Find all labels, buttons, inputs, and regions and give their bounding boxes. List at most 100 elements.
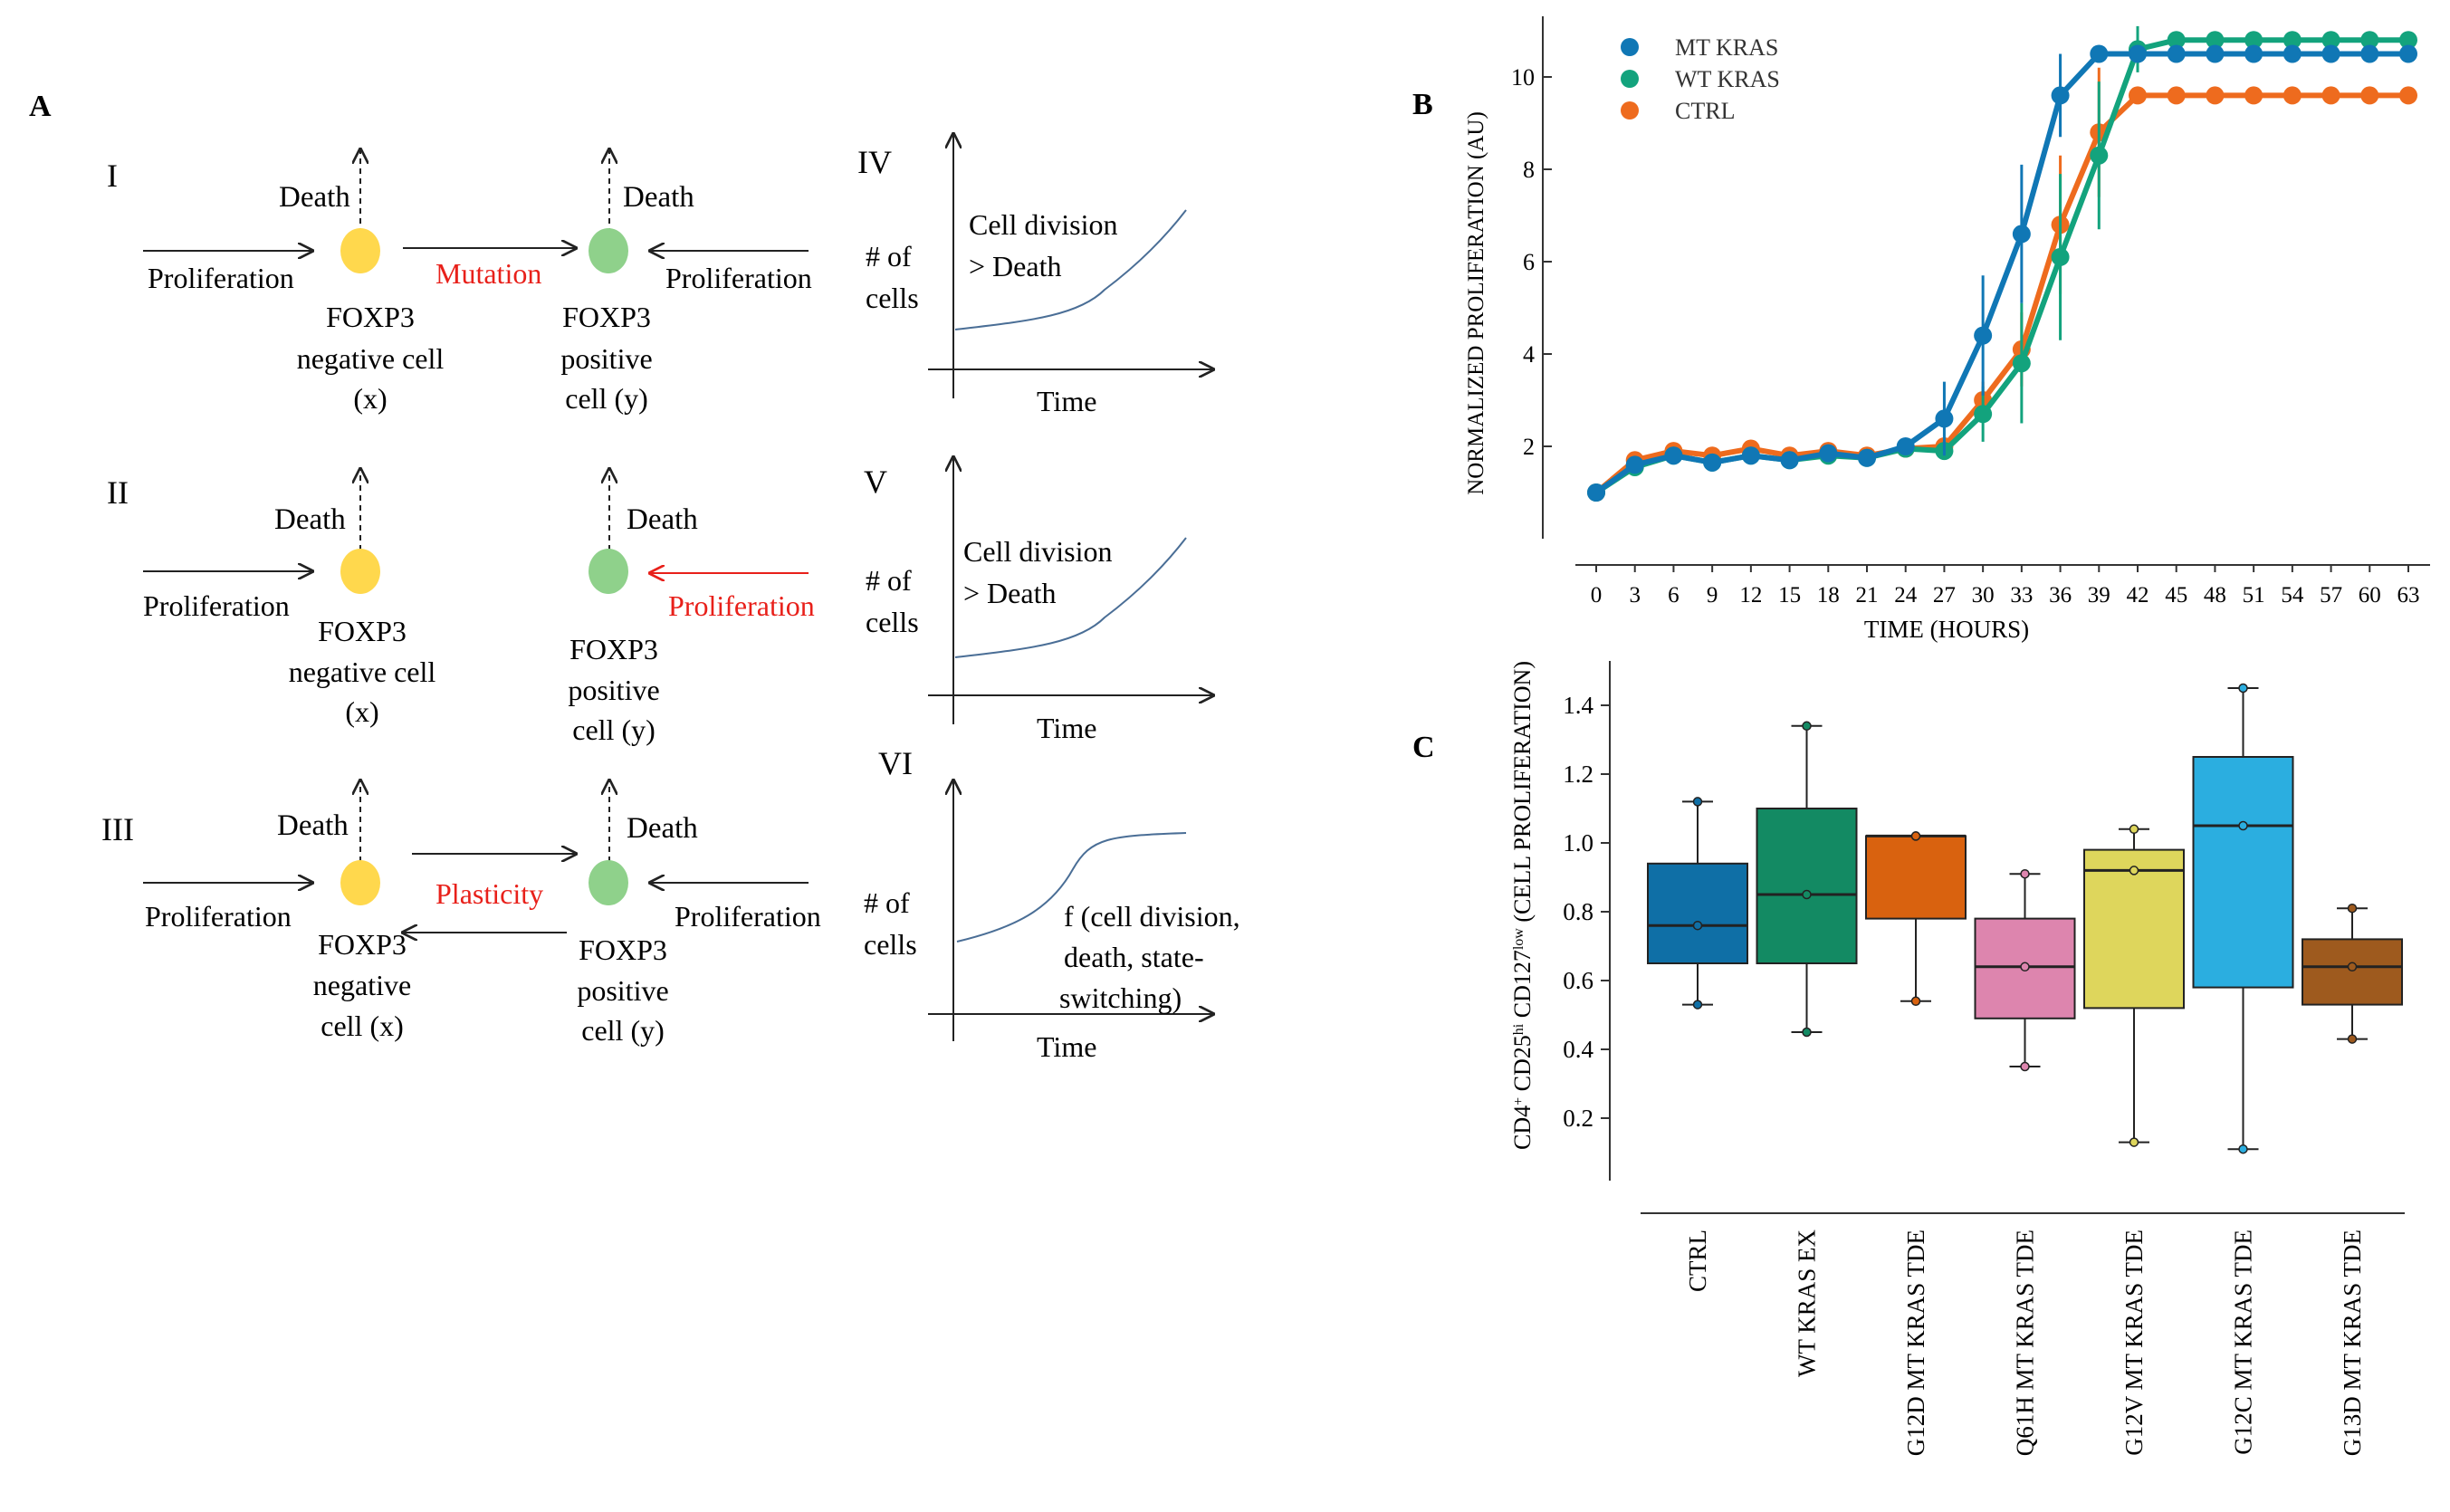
- data-point: [2399, 44, 2417, 63]
- box-marker: [2020, 868, 2030, 879]
- data-point: [2283, 86, 2302, 105]
- line-chart-xtick-label: 0: [1591, 583, 1603, 608]
- curve-vi-line: [956, 832, 1187, 943]
- curve-iv-ylabel-line2: cells: [866, 282, 919, 314]
- pos-label-1-line2: positive: [560, 342, 652, 375]
- data-point: [2399, 86, 2417, 105]
- box-marker: [1910, 996, 1921, 1007]
- box-category-label: G12D MT KRAS TDE: [1902, 1230, 1929, 1456]
- box-marker: [2347, 903, 2358, 914]
- data-point: [1664, 446, 1683, 465]
- curve-iv-note-line1: Cell division: [969, 208, 1117, 241]
- diagram-row-3: III Death Death Proliferation Plasticity…: [101, 780, 821, 1047]
- box-marker: [2238, 1144, 2248, 1154]
- growth-curve-vi: VI # of cells Time f (cell division, dea…: [864, 745, 1240, 1063]
- foxp3-positive-cell-1: [589, 228, 628, 273]
- neg-label-3-line2: negative: [313, 969, 411, 1001]
- legend-label: CTRL: [1675, 98, 1735, 124]
- box-category-label: Q61H MT KRAS TDE: [2012, 1230, 2039, 1456]
- data-point: [2399, 31, 2417, 50]
- line-chart-ytick-label: 2: [1523, 434, 1535, 460]
- neg-label-3-line3: cell (x): [321, 1010, 404, 1042]
- line-chart-xtick-label: 27: [1933, 583, 1956, 608]
- line-chart-xtick-label: 39: [2088, 583, 2110, 608]
- line-chart-xtick-label: 18: [1817, 583, 1840, 608]
- diagram-row-2: II Death Death Proliferation Proliferati…: [107, 469, 815, 746]
- box-chart-ytick-label: 1.4: [1563, 692, 1593, 719]
- curve-iv-ylabel-line1: # of: [866, 240, 912, 273]
- death-label-left-3: Death: [277, 809, 349, 842]
- box-chart-ylabel: CD4+ CD25hi CD127low (CELL PROLIFERATION…: [1509, 661, 1536, 1150]
- roman-label-4: IV: [857, 144, 892, 180]
- curve-v-note-line1: Cell division: [963, 535, 1112, 568]
- data-point: [1974, 405, 1993, 424]
- data-point: [2283, 31, 2302, 50]
- line-chart-xtick-label: 45: [2165, 583, 2187, 608]
- line-chart-xlabel: TIME (HOURS): [1864, 616, 2029, 643]
- line-chart-xtick-label: 33: [2010, 583, 2033, 608]
- curve-vi-ylabel-line2: cells: [864, 928, 917, 961]
- data-point: [1587, 483, 1605, 502]
- data-point: [1819, 444, 1838, 463]
- line-chart-xtick-label: 51: [2243, 583, 2265, 608]
- curve-v-ylabel-line1: # of: [866, 564, 912, 597]
- pos-label-3-line2: positive: [577, 974, 668, 1007]
- box-marker: [2238, 820, 2248, 831]
- line-chart-ylabel: NORMALIZED PROLIFERATION (AU): [1464, 111, 1488, 495]
- foxp3-negative-cell-1: [340, 228, 380, 273]
- line-chart-xtick-label: 3: [1629, 583, 1641, 608]
- box-ctrl: [1647, 797, 1748, 1010]
- box-iqr: [1865, 835, 1967, 920]
- pos-label-2-line1: FOXP3: [569, 633, 658, 665]
- box-category-label: WT KRAS EX: [1794, 1230, 1821, 1378]
- line-chart-xtick-label: 24: [1894, 583, 1918, 608]
- foxp3-negative-cell-2: [340, 549, 380, 594]
- data-point: [2360, 86, 2379, 105]
- curve-v-line: [954, 537, 1187, 658]
- curve-vi-note-line1: f (cell division,: [1064, 900, 1240, 933]
- series-line: [1594, 51, 2408, 495]
- neg-label-1-line3: (x): [353, 382, 387, 415]
- curve-v-note-line2: > Death: [963, 577, 1056, 609]
- plasticity-label: Plasticity: [435, 877, 543, 910]
- box-chart-ytick-label: 0.4: [1563, 1036, 1593, 1063]
- proliferation-label-right-1: Proliferation: [665, 262, 812, 294]
- data-point: [1858, 448, 1876, 467]
- line-chart-ytick-label: 6: [1523, 249, 1535, 275]
- neg-label-1-line2: negative cell: [297, 342, 445, 375]
- curve-vi-note-line2: death, state-: [1064, 941, 1204, 973]
- foxp3-positive-cell-3: [589, 860, 628, 905]
- diagram-row-1: I Death Death Proliferation Mutation Pro…: [107, 149, 812, 415]
- death-label-left-1: Death: [279, 181, 350, 214]
- foxp3-positive-cell-2: [589, 549, 628, 594]
- line-chart-xtick-label: 12: [1739, 583, 1762, 608]
- data-point: [1625, 455, 1644, 474]
- box-marker: [2129, 866, 2139, 876]
- proliferation-label-left-1: Proliferation: [148, 262, 294, 294]
- line-chart-xtick-label: 15: [1778, 583, 1801, 608]
- data-point: [2012, 354, 2031, 373]
- curve-iv-line: [954, 209, 1187, 330]
- roman-label-2: II: [107, 474, 129, 511]
- box-marker: [2129, 1137, 2139, 1147]
- line-chart-xtick-label: 30: [1972, 583, 1995, 608]
- neg-label-2-line2: negative cell: [289, 656, 436, 688]
- pos-label-3-line1: FOXP3: [579, 933, 667, 966]
- data-point: [2244, 31, 2263, 50]
- box-marker: [2129, 824, 2139, 835]
- line-chart-xtick-label: 36: [2049, 583, 2072, 608]
- legend-marker: [1621, 38, 1639, 56]
- data-point: [2360, 44, 2379, 63]
- data-point: [2051, 247, 2070, 266]
- box-category-label: G12C MT KRAS TDE: [2230, 1230, 2257, 1455]
- pos-label-1-line1: FOXP3: [562, 301, 651, 333]
- data-point: [2206, 31, 2225, 50]
- mutation-label: Mutation: [435, 257, 541, 290]
- pos-label-1-line3: cell (y): [565, 382, 648, 415]
- panel-a: A I Death Death Proliferation Mutation P…: [29, 90, 1240, 1063]
- pos-label-2-line3: cell (y): [572, 713, 656, 746]
- box-g13d-mt-kras-tde: [2302, 903, 2403, 1044]
- box-q61h-mt-kras-tde: [1974, 868, 2076, 1072]
- pos-label-2-line2: positive: [568, 674, 659, 706]
